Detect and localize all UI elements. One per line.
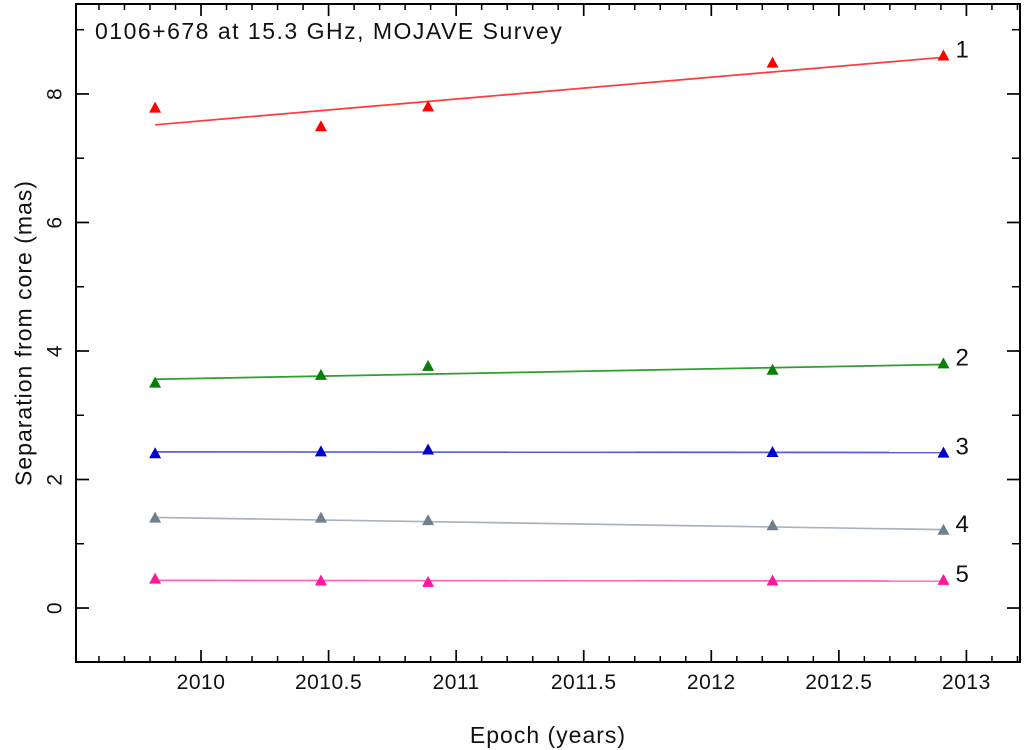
plot-frame xyxy=(75,3,1021,663)
data-point-series-3 xyxy=(937,446,950,458)
data-point-series-2 xyxy=(149,376,162,388)
x-axis-title: Epoch (years) xyxy=(469,722,627,748)
fit-line-series-4 xyxy=(155,516,944,531)
y-tick-label: 6 xyxy=(44,216,67,228)
chart-title: 0106+678 at 15.3 GHz, MOJAVE Survey xyxy=(95,18,564,44)
data-point-series-4 xyxy=(422,514,435,526)
y-tick-label: 2 xyxy=(44,473,67,485)
x-tick-label: 2012 xyxy=(687,671,736,694)
x-tick-label: 2010.5 xyxy=(295,671,362,694)
data-point-series-1 xyxy=(422,100,435,112)
y-tick-label: 8 xyxy=(44,88,67,100)
data-point-series-1 xyxy=(766,56,779,68)
x-tick-label: 2011 xyxy=(433,671,480,694)
data-point-series-3 xyxy=(766,446,779,458)
fit-line-series-2 xyxy=(155,363,944,381)
x-tick-label: 2012.5 xyxy=(805,671,872,694)
data-point-series-4 xyxy=(937,523,950,535)
y-axis-title: Separation from core (mas) xyxy=(10,180,37,486)
series-label-2: 2 xyxy=(955,344,969,371)
y-tick-label: 0 xyxy=(44,602,67,614)
series-label-5: 5 xyxy=(955,561,969,588)
fit-line-series-3 xyxy=(155,451,944,454)
series-label-4: 4 xyxy=(955,511,969,538)
data-point-series-4 xyxy=(314,511,327,523)
data-point-series-5 xyxy=(422,575,435,587)
data-point-series-1 xyxy=(149,101,162,113)
data-point-series-4 xyxy=(149,511,162,523)
x-tick-label: 2010 xyxy=(177,671,226,694)
data-point-series-5 xyxy=(149,572,162,584)
data-point-series-5 xyxy=(937,573,950,585)
data-point-series-2 xyxy=(766,363,779,375)
data-point-series-3 xyxy=(422,443,435,455)
x-tick-label: 2011.5 xyxy=(551,671,617,694)
series-label-3: 3 xyxy=(955,434,969,461)
data-point-series-3 xyxy=(314,445,327,457)
data-point-series-5 xyxy=(766,574,779,586)
data-point-series-2 xyxy=(314,368,327,380)
series-label-1: 1 xyxy=(955,37,969,64)
data-point-series-4 xyxy=(766,519,779,531)
data-point-series-2 xyxy=(422,359,435,371)
data-point-series-5 xyxy=(314,574,327,586)
fit-line-series-5 xyxy=(155,579,944,582)
fit-line-series-1 xyxy=(155,56,944,126)
data-point-series-2 xyxy=(937,357,950,369)
x-tick-label: 2013 xyxy=(942,671,991,694)
data-point-series-1 xyxy=(937,49,950,61)
data-point-series-1 xyxy=(314,120,327,132)
y-tick-label: 4 xyxy=(44,345,67,357)
data-point-series-3 xyxy=(149,447,162,459)
